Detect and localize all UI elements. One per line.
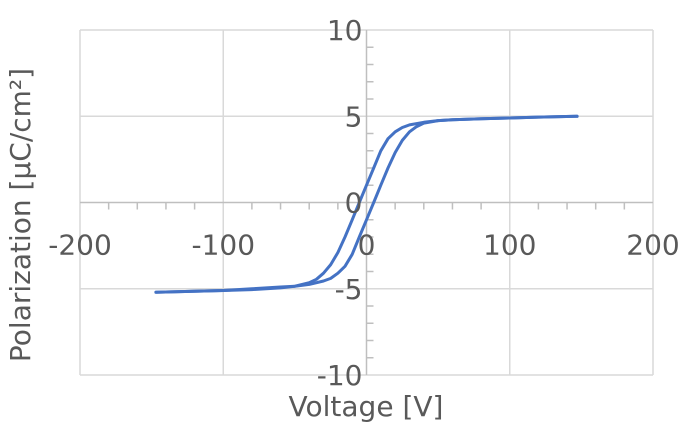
x-tick-label: 200 — [626, 229, 679, 262]
series-line-2 — [154, 114, 579, 294]
y-tick-label: -5 — [335, 273, 363, 306]
x-tick-label: -100 — [191, 229, 255, 262]
axes — [80, 30, 653, 375]
x-tick-label: -200 — [48, 229, 112, 262]
y-tick-label: 0 — [345, 187, 363, 220]
x-axis-title: Voltage [V] — [289, 390, 444, 423]
y-axis-title: Polarization [μC/cm²] — [4, 68, 37, 362]
x-tick-label: 100 — [483, 229, 536, 262]
series-lines — [154, 114, 579, 294]
y-tick-label: 5 — [345, 100, 363, 133]
x-tick-label: 0 — [358, 229, 376, 262]
tick-labels: -200 -100 0 100 200 10 5 0 -5 -10 — [48, 14, 680, 392]
y-tick-label: 10 — [327, 14, 363, 47]
y-tick-label: -10 — [317, 359, 363, 392]
